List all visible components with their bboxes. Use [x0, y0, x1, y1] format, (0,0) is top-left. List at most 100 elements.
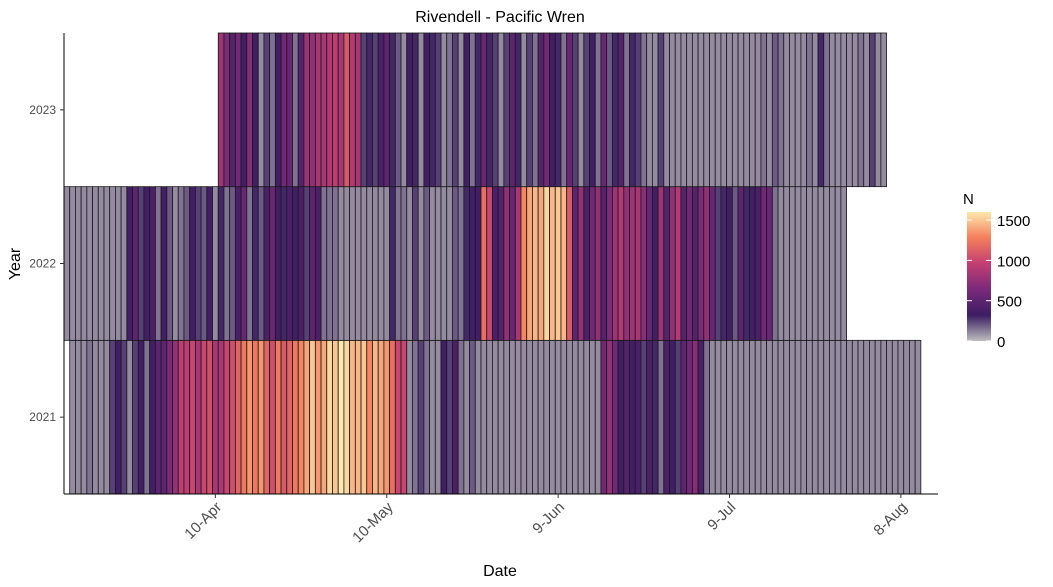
heat-tile: [446, 32, 453, 188]
heat-tile: [234, 32, 242, 188]
heat-tile: [823, 339, 830, 495]
heat-tile: [754, 186, 762, 341]
heat-tile: [623, 32, 630, 188]
heat-tile: [240, 32, 248, 188]
heat-tile: [263, 186, 271, 341]
heat-tile: [86, 186, 93, 341]
heat-tile: [680, 32, 688, 188]
heat-tile: [760, 339, 768, 495]
heat-tile: [423, 32, 430, 188]
heat-tile: [766, 339, 773, 495]
heat-tile: [691, 186, 699, 341]
heat-tile: [166, 186, 173, 341]
heat-tile: [286, 339, 293, 495]
heat-tile: [726, 32, 733, 188]
heat-tile: [292, 32, 299, 188]
heat-tile: [754, 32, 762, 188]
heat-tile: [503, 339, 510, 495]
heat-tile: [492, 339, 499, 495]
heat-tile: [332, 32, 339, 188]
heat-tile: [137, 186, 145, 341]
heat-tile: [372, 32, 379, 188]
heat-tile: [669, 32, 676, 188]
heat-tile: [606, 32, 613, 188]
heat-tile: [417, 186, 425, 341]
heat-tile: [457, 186, 465, 341]
heat-tile: [326, 339, 333, 495]
heat-tile: [297, 32, 305, 188]
legend-colorbar: [967, 212, 991, 341]
heat-tile: [794, 32, 802, 188]
heat-tile: [617, 186, 625, 341]
heat-tile: [109, 186, 116, 341]
heat-tile: [189, 339, 196, 495]
heat-tile: [851, 32, 859, 188]
heat-tile: [326, 186, 333, 341]
heat-tile: [606, 186, 613, 341]
heat-tile: [600, 186, 608, 341]
heat-tile: [400, 32, 408, 188]
heat-tile: [583, 339, 590, 495]
heat-tile: [537, 339, 545, 495]
heat-tile: [514, 339, 522, 495]
heat-tile: [337, 32, 345, 188]
heat-tile: [360, 339, 368, 495]
heat-tile: [874, 32, 882, 188]
heat-tile: [320, 339, 328, 495]
heat-tile: [834, 186, 842, 341]
heat-tile: [514, 32, 522, 188]
heat-tile: [623, 186, 630, 341]
heat-tile: [326, 32, 333, 188]
heat-tile: [589, 186, 596, 341]
heat-tile: [743, 339, 750, 495]
heat-tile: [663, 186, 670, 341]
heat-tile: [383, 339, 391, 495]
heat-tile: [663, 32, 670, 188]
heat-tile: [429, 32, 436, 188]
heat-tile: [75, 186, 82, 341]
heat-tile: [400, 339, 408, 495]
heat-tile: [103, 186, 111, 341]
heat-tile: [806, 186, 813, 341]
heat-tile: [869, 339, 876, 495]
heat-tile: [480, 339, 488, 495]
heat-tile: [366, 32, 373, 188]
heat-tile: [829, 186, 836, 341]
heat-tile: [343, 32, 351, 188]
heat-tile: [549, 32, 556, 188]
heat-tile: [697, 186, 705, 341]
heat-tile: [292, 186, 299, 341]
heat-tile: [309, 186, 316, 341]
heat-tile: [709, 186, 716, 341]
heat-tile: [771, 32, 779, 188]
heat-tile: [86, 339, 93, 495]
heat-tile: [183, 186, 191, 341]
heat-tile: [577, 339, 585, 495]
heat-tile: [726, 186, 733, 341]
heat-tile: [789, 186, 796, 341]
heat-tile: [880, 32, 887, 188]
heat-tile: [869, 32, 876, 188]
heat-tile: [537, 32, 545, 188]
heat-tile: [492, 32, 499, 188]
heat-tile: [480, 32, 488, 188]
heat-tile: [731, 186, 739, 341]
legend-tick-label: 0: [997, 334, 1005, 351]
heat-tile: [583, 32, 590, 188]
heat-tile: [577, 186, 585, 341]
heat-tile: [217, 186, 225, 341]
heat-tile: [726, 339, 733, 495]
heat-tile: [617, 32, 625, 188]
heat-tile: [737, 339, 745, 495]
heat-tile: [223, 339, 231, 495]
heat-tile: [160, 186, 168, 341]
heat-tile: [257, 339, 265, 495]
heat-tile: [280, 186, 288, 341]
heat-tile: [611, 32, 619, 188]
heat-tile: [377, 186, 385, 341]
heat-tile: [566, 339, 573, 495]
heat-tile: [903, 339, 910, 495]
heat-tile: [429, 339, 436, 495]
heat-tile: [657, 339, 665, 495]
heat-tile: [766, 32, 773, 188]
